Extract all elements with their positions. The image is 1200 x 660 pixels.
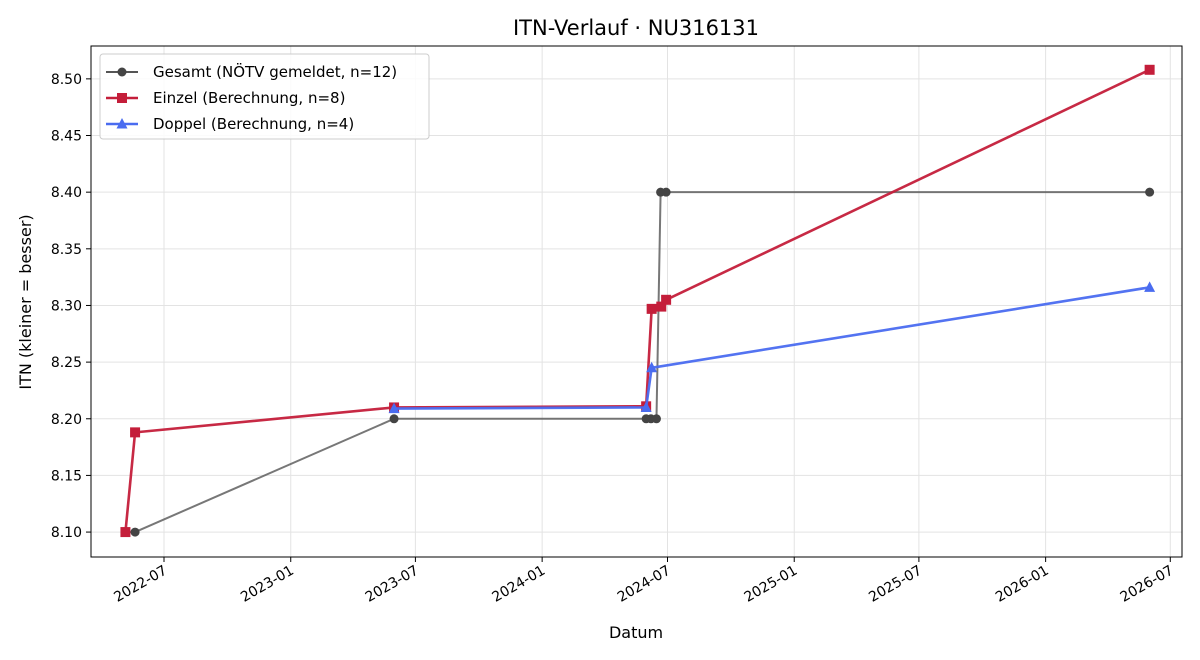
- doppel-point: [646, 361, 658, 373]
- series-layer: [120, 64, 1156, 538]
- gesamt-point: [1145, 187, 1155, 197]
- gesamt-point: [661, 187, 671, 197]
- x-tick-label: 2026-07: [1118, 563, 1177, 606]
- y-tick-label: 8.15: [51, 468, 82, 484]
- x-tick-label: 2025-01: [742, 563, 801, 606]
- legend-box: [99, 53, 430, 140]
- series-line-doppel: [394, 286, 1150, 410]
- y-tick-label: 8.10: [51, 525, 82, 541]
- legend-label: Doppel (Berechnung, n=4): [153, 115, 354, 133]
- legend-point: [116, 118, 128, 129]
- einzel-point: [656, 301, 667, 312]
- x-tick-label: 2024-01: [489, 563, 548, 606]
- legend-point: [117, 67, 127, 77]
- x-tick-label: 2023-01: [238, 563, 297, 606]
- einzel-point: [1144, 64, 1155, 75]
- gesamt-point: [651, 414, 661, 424]
- x-axis-title: Datum: [609, 623, 663, 642]
- x-tick-label: 2022-07: [111, 563, 170, 606]
- y-axis-ticks: 8.10 8.15 8.20 8.25 8.30 8.35 8.40 8.45 8.50: [51, 72, 91, 541]
- y-tick-label: 8.40: [51, 185, 82, 201]
- einzel-point: [646, 303, 657, 314]
- gesamt-point: [130, 527, 140, 537]
- legend-item-doppel: Doppel (Berechnung, n=4): [106, 115, 354, 133]
- x-tick-label: 2024-07: [615, 563, 674, 606]
- doppel-point: [640, 401, 652, 412]
- legend-label: Gesamt (NÖTV gemeldet, n=12): [153, 62, 397, 81]
- gesamt-point: [389, 414, 399, 424]
- legend-item-einzel: Einzel (Berechnung, n=8): [106, 89, 345, 107]
- y-tick-label: 8.20: [51, 412, 82, 428]
- series-gesamt: [120, 187, 1155, 537]
- x-tick-label: 2026-01: [993, 563, 1052, 606]
- y-tick-label: 8.35: [51, 242, 82, 258]
- x-tick-label: 2025-07: [866, 563, 925, 606]
- legend: Gesamt (NÖTV gemeldet, n=12) Einzel (Bere…: [99, 53, 430, 140]
- y-axis-title: ITN (kleiner = besser): [16, 214, 35, 389]
- y-tick-label: 8.30: [51, 298, 82, 314]
- y-tick-label: 8.45: [51, 129, 82, 145]
- einzel-point: [661, 294, 672, 305]
- plot-frame: [90, 45, 1183, 558]
- doppel-point: [1144, 281, 1156, 292]
- x-axis-ticks: 2022-07 2023-01 2023-07 2024-01 2024-07 2025-…: [111, 557, 1176, 606]
- einzel-point: [120, 527, 131, 538]
- doppel-point: [388, 402, 400, 414]
- x-tick-label: 2023-07: [363, 563, 422, 606]
- legend-item-gesamt: Gesamt (NÖTV gemeldet, n=12): [106, 62, 397, 81]
- series-doppel: [388, 281, 1156, 414]
- y-tick-label: 8.50: [51, 72, 82, 88]
- legend-label: Einzel (Berechnung, n=8): [153, 89, 345, 107]
- legend-point: [117, 93, 127, 103]
- chart-title: ITN-Verlauf · NU316131: [513, 16, 759, 40]
- einzel-point: [130, 427, 141, 438]
- y-tick-label: 8.25: [51, 355, 82, 371]
